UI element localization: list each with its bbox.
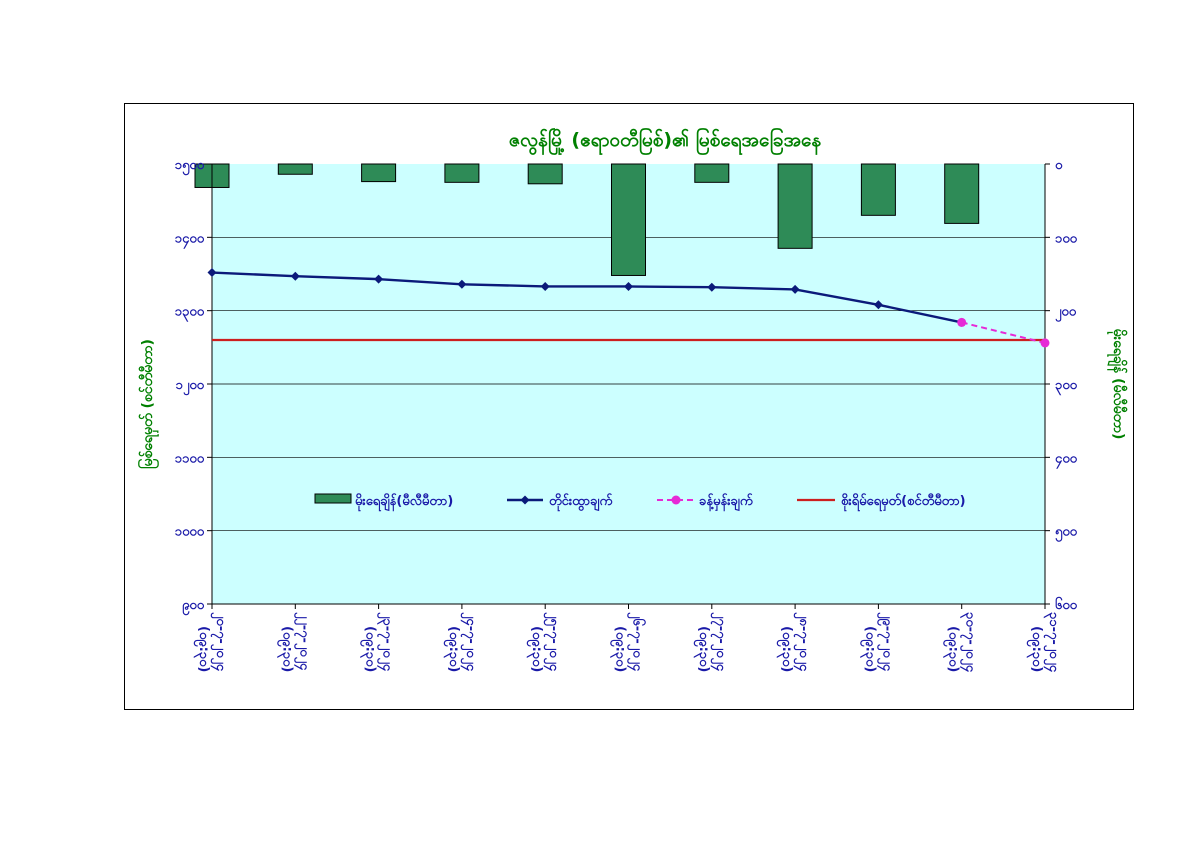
legend: မိုးရေချိန်(မီလီမီတာ) တိုင်းထွာချက် ခန့်မှ…: [314, 492, 966, 512]
y-left-tick-label: ၁၂၀၀: [176, 378, 205, 396]
x-tick-label-time: (၀၉:၃၀): [610, 626, 628, 672]
y-left-tick-label: ၁၃၀၀: [175, 305, 205, 323]
x-tick-label-date: ၂၅-၇-၂၀၂၄: [543, 612, 561, 672]
y-left-tick-label: ၁၅၀၀: [175, 158, 205, 176]
bar: [527, 163, 563, 185]
x-tick-label-time: (၀၉:၃၀): [693, 626, 711, 672]
legend-marker-observed: [520, 495, 530, 505]
y-left-tick-label: ၁၀၀၀: [175, 525, 205, 540]
x-tick-label-date: ၂၈-၇-၂၀၂၄: [793, 612, 811, 672]
bar: [444, 163, 480, 183]
y-right-tick-label: ၁၀၀: [1055, 231, 1078, 246]
legend-label-forecast: ခန့်မှန်းချက်: [699, 492, 753, 512]
observed-point: [374, 274, 384, 284]
bar: [277, 163, 313, 175]
bar: [361, 163, 397, 183]
legend-label-observed: တိုင်းထွာချက်: [549, 492, 612, 512]
y-left-axis-title: မြစ်ရေမှတ် (စင်တီမီတာ): [138, 339, 159, 469]
plot-area: ၉၀၀ ၁၀၀၀ ၁၁၀၀ ၁၂၀၀ ၁၃၀၀ ၁၄၀၀ ၁၅၀၀ ၀၁၀၀၂၀၀၃၀၀၄၀၀…: [175, 158, 1078, 673]
x-tick-label-date: ၂၇-၇-၂၀၂၄: [710, 612, 728, 672]
x-tick-label-time: (၀၉:၃၀): [526, 626, 544, 672]
x-tick-label-date: ၂၃-၇-၂၀၂၄: [377, 612, 395, 672]
x-tick-label-time: (၀၉:၃၀): [1026, 626, 1044, 672]
x-tick-label-time: (၀၉:၃၀): [859, 626, 877, 672]
observed-point: [540, 281, 550, 291]
x-tick-label-time: (၀၉:၃၀): [776, 626, 794, 672]
chart-frame: ဇလွန်မြို့ (ဧရာဝတီမြစ်)၏ မြစ်ရေအခြေအနေ ၉…: [124, 103, 1134, 710]
y-right-tick-label: ၃၀၀: [1055, 378, 1078, 396]
y-left-tick-label: ၉၀၀: [182, 598, 205, 616]
forecast-line: [961, 321, 1046, 344]
chart-title: ဇလွန်မြို့ (ဧရာဝတီမြစ်)၏ မြစ်ရေအခြေအနေ: [509, 126, 821, 156]
observed-point: [457, 279, 467, 289]
y-right-axis-title: မိုးရေချိန် (မီလီမီတာ): [1107, 329, 1127, 440]
x-tick-label-date: ၃၀-၇-၂၀၂၄: [960, 612, 978, 673]
bar: [944, 163, 980, 224]
bar: [860, 163, 896, 216]
observed-point: [873, 300, 883, 310]
y-right-tick-label: ၄၀၀: [1055, 451, 1078, 469]
observed-point: [707, 282, 717, 292]
observed-point: [790, 284, 800, 294]
x-tick-label-time: (၀၉:၃၀): [360, 626, 378, 672]
y-left-tick-label: ၁၄၀၀: [175, 231, 205, 249]
x-tick-label-date: ၃၁-၇-၂၀၂၄: [1043, 612, 1061, 673]
observed-point: [624, 281, 633, 291]
y-left-tick-label: ၁၁၀၀: [175, 451, 205, 466]
y-right-tick-label: ၆၀၀: [1055, 596, 1078, 613]
bar: [777, 163, 813, 249]
observed-point: [290, 271, 300, 281]
bar: [694, 163, 730, 183]
x-tick-label-time: (၀၉:၃၀): [193, 626, 211, 672]
x-tick-label-date: ၂၂-၇-၂၀၂၄: [293, 612, 311, 671]
legend-swatch-rainfall: [314, 493, 352, 504]
x-tick-label-time: (၀၉:၃၀): [276, 626, 294, 672]
legend-label-rainfall: မိုးရေချိန်(မီလီမီတာ): [355, 492, 453, 512]
forecast-point: [957, 317, 967, 327]
x-tick-label-date: ၂၆-၇-၂၀၂၄: [627, 612, 647, 672]
y-right-tick-label: ၀: [1055, 158, 1063, 173]
x-tick-label-date: ၂၉-၇-၂၀၂၄: [876, 612, 894, 672]
forecast-point: [1040, 338, 1050, 348]
x-tick-label-date: ၂၄-၇-၂၀၂၄: [460, 612, 478, 672]
x-tick-label-date: ၂၀-၇-၂၀၂၄: [210, 612, 228, 672]
observed-point: [207, 268, 217, 278]
legend-marker-forecast: [671, 495, 681, 505]
y-right-tick-label: ၂၀၀: [1055, 305, 1077, 323]
bar: [611, 163, 646, 276]
legend-label-danger: စိုးရိမ်ရေမှတ်(စင်တီမီတာ): [841, 492, 966, 512]
y-right-tick-label: ၅၀၀: [1055, 525, 1078, 543]
chart-svg: ဇလွန်မြို့ (ဧရာဝတီမြစ်)၏ မြစ်ရေအခြေအနေ ၉…: [138, 126, 1127, 673]
observed-line: [211, 271, 962, 324]
x-tick-label-time: (၀၉:၃၀): [443, 626, 461, 672]
x-tick-label-time: (၀၉:၃၀): [943, 626, 961, 672]
